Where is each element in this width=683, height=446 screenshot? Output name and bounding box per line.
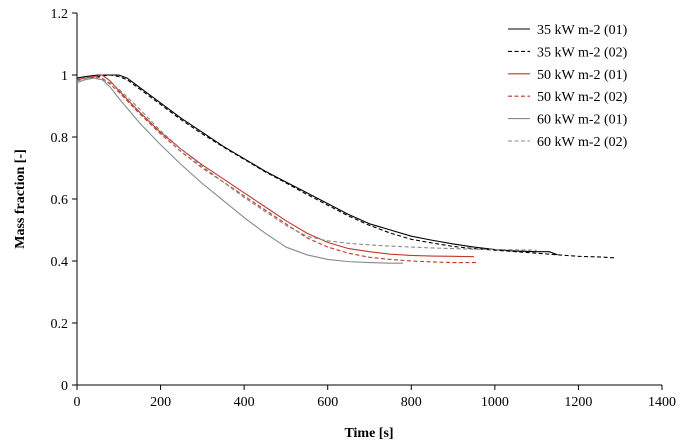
x-tick-label: 400 [234,395,255,410]
legend-label: 35 kW m-2 (02) [537,45,628,60]
y-tick-label: 1.2 [51,7,69,22]
x-tick-label: 1400 [648,395,676,410]
legend-label: 50 kW m-2 (02) [537,90,628,105]
y-tick-label: 0.2 [51,317,69,332]
legend: 35 kW m-2 (01) 35 kW m-2 (02) 50 kW m-2 (0… [508,23,628,150]
y-tick-label: 1 [61,69,68,84]
x-tick-label: 1000 [481,395,509,410]
x-tick-label: 800 [401,395,422,410]
x-tick-label: 200 [150,395,171,410]
series-line [76,77,403,264]
series-line [76,74,617,259]
series-layer [76,74,617,264]
x-tick-label: 0 [74,395,81,410]
series-line [76,74,474,258]
series-line [76,77,537,251]
legend-label: 60 kW m-2 (02) [537,135,628,150]
y-tick-label: 0.4 [51,255,69,270]
series-line [76,74,558,256]
x-axis-title: Time [s] [344,426,393,441]
y-tick-label: 0.6 [51,193,69,208]
x-tick-label: 600 [317,395,338,410]
legend-label: 60 kW m-2 (01) [537,113,628,128]
y-axis-title: Mass fraction [-] [13,149,28,249]
legend-label: 50 kW m-2 (01) [537,68,628,83]
plot-area: 0 0.2 0.4 0.6 0.8 1 1.2 0 200 400 600 800 1000 1200 14… [51,7,677,410]
series-line [76,76,479,264]
y-tick-label: 0 [61,379,68,394]
legend-label: 35 kW m-2 (01) [537,23,628,38]
x-tick-label: 1200 [564,395,592,410]
y-tick-label: 0.8 [51,131,69,146]
